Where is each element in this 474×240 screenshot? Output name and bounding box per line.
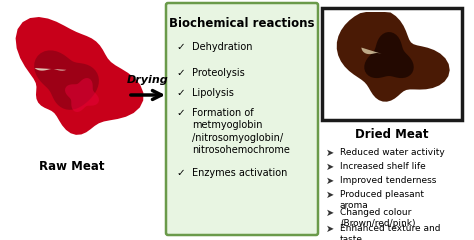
FancyBboxPatch shape xyxy=(166,3,318,235)
Text: ➤: ➤ xyxy=(326,208,334,218)
Text: Drying: Drying xyxy=(127,75,169,85)
Text: Biochemical reactions: Biochemical reactions xyxy=(169,17,315,30)
Polygon shape xyxy=(361,48,382,54)
Text: Lipolysis: Lipolysis xyxy=(192,88,234,98)
Text: Reduced water activity: Reduced water activity xyxy=(340,148,445,157)
Text: ✓: ✓ xyxy=(176,108,185,118)
Polygon shape xyxy=(337,12,450,102)
Text: Increased shelf life: Increased shelf life xyxy=(340,162,426,171)
Polygon shape xyxy=(65,78,99,112)
Bar xyxy=(322,8,462,120)
Polygon shape xyxy=(35,68,66,71)
Polygon shape xyxy=(16,17,143,135)
Text: ✓: ✓ xyxy=(176,68,185,78)
Text: ➤: ➤ xyxy=(326,190,334,200)
Text: ➤: ➤ xyxy=(326,224,334,234)
Polygon shape xyxy=(365,32,414,78)
Text: ✓: ✓ xyxy=(176,88,185,98)
Text: Improved tenderness: Improved tenderness xyxy=(340,176,437,185)
Text: ✓: ✓ xyxy=(176,42,185,52)
Text: ➤: ➤ xyxy=(326,176,334,186)
Text: Dried Meat: Dried Meat xyxy=(355,128,429,141)
Polygon shape xyxy=(34,50,99,110)
Text: ➤: ➤ xyxy=(326,148,334,158)
Text: Formation of
metmyoglobin
/nitrosomyoglobin/
nitrosohemochrome: Formation of metmyoglobin /nitrosomyoglo… xyxy=(192,108,290,155)
Text: Enzymes activation: Enzymes activation xyxy=(192,168,287,178)
Text: Proteolysis: Proteolysis xyxy=(192,68,245,78)
Text: Raw Meat: Raw Meat xyxy=(39,160,105,173)
Text: Dehydration: Dehydration xyxy=(192,42,253,52)
Text: ✓: ✓ xyxy=(176,168,185,178)
Text: Produced pleasant
aroma: Produced pleasant aroma xyxy=(340,190,424,210)
Text: Enhanced texture and
taste: Enhanced texture and taste xyxy=(340,224,440,240)
Text: Changed colour
(Brown/red/pink): Changed colour (Brown/red/pink) xyxy=(340,208,416,228)
Text: ➤: ➤ xyxy=(326,162,334,172)
